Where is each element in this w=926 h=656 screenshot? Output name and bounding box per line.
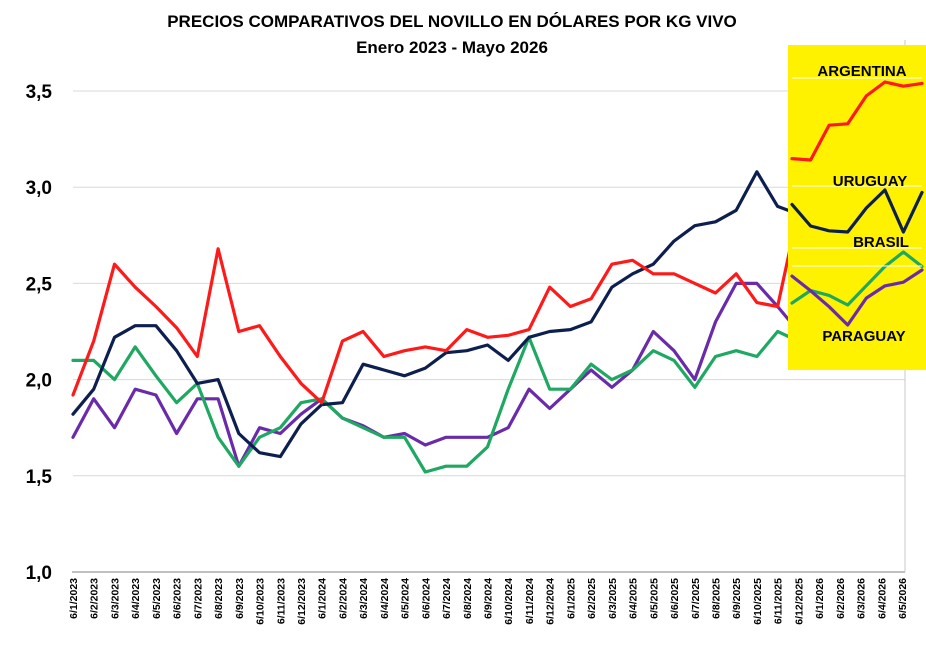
legend-line-brasil: [790, 250, 924, 307]
y-tick-label: 1,0: [26, 563, 52, 584]
legend: ARGENTINA URUGUAY BRASIL PARAGUAY: [788, 45, 926, 370]
x-tick-label: 6/4/2024: [379, 578, 391, 619]
x-tick-label: 6/9/2023: [234, 578, 246, 619]
y-tick-label: 2,5: [26, 274, 53, 295]
x-tick-label: 6/5/2024: [400, 578, 412, 619]
legend-line-paraguay: [790, 268, 924, 327]
legend-line-argentina: [790, 80, 924, 162]
x-tick-label: 6/7/2023: [192, 578, 204, 619]
x-tick-label: 6/9/2025: [731, 578, 743, 619]
x-tick-label: 6/3/2023: [109, 578, 121, 619]
x-tick-label: 6/10/2025: [752, 578, 764, 625]
x-tick-label: 6/5/2025: [648, 578, 660, 619]
x-tick-label: 6/6/2025: [669, 578, 681, 619]
x-axis-ticks: 6/1/2023 6/2/2023 6/3/2023 6/4/2023 6/5/2023…: [68, 578, 909, 625]
x-tick-label: 6/8/2024: [462, 578, 474, 619]
y-tick-label: 3,5: [26, 82, 53, 103]
series-line-paraguay: [71, 272, 904, 468]
x-tick-label: 6/1/2023: [68, 578, 80, 619]
x-tick-label: 6/2/2025: [586, 578, 598, 619]
x-tick-label: 6/2/2026: [835, 578, 847, 619]
x-tick-label: 6/3/2024: [358, 578, 370, 619]
x-tick-label: 6/11/2023: [275, 578, 287, 624]
x-tick-label: 6/2/2023: [89, 578, 101, 619]
series-lines: [71, 89, 904, 474]
legend-line-uruguay: [790, 188, 924, 234]
x-tick-label: 6/9/2024: [483, 578, 495, 619]
legend-label-paraguay: PARAGUAY: [822, 328, 905, 345]
chart-subtitle: Enero 2023 - Mayo 2026: [356, 38, 548, 57]
y-tick-label: 2,0: [26, 371, 52, 392]
x-tick-label: 6/12/2023: [296, 578, 308, 625]
x-tick-label: 6/12/2025: [793, 578, 805, 625]
series-line-uruguay: [71, 147, 904, 459]
x-tick-label: 6/3/2025: [607, 578, 619, 619]
x-tick-label: 6/3/2026: [856, 578, 868, 619]
series-line-brasil: [71, 252, 904, 474]
x-tick-label: 6/2/2024: [337, 578, 349, 619]
x-tick-label: 6/7/2024: [441, 578, 453, 619]
gridlines: [73, 90, 905, 477]
x-tick-label: 6/7/2025: [690, 578, 702, 619]
y-axis-ticks: 1,0 1,5 2,0 2,5 3,0 3,5: [26, 82, 53, 584]
x-tick-label: 6/1/2025: [565, 578, 577, 619]
x-tick-label: 6/5/2026: [897, 578, 909, 619]
x-tick-label: 6/5/2023: [151, 578, 163, 619]
x-tick-label: 6/8/2025: [710, 578, 722, 619]
legend-background: [788, 45, 926, 370]
y-tick-label: 1,5: [26, 467, 53, 488]
x-tick-label: 6/4/2025: [628, 578, 640, 619]
x-tick-label: 6/6/2024: [420, 578, 432, 619]
x-tick-label: 6/4/2023: [130, 578, 142, 619]
chart-title: PRECIOS COMPARATIVOS DEL NOVILLO EN DÓLA…: [167, 12, 737, 31]
x-tick-label: 6/11/2025: [773, 578, 785, 624]
x-tick-label: 6/8/2023: [213, 578, 225, 619]
legend-label-uruguay: URUGUAY: [833, 173, 907, 190]
legend-label-brasil: BRASIL: [853, 234, 909, 251]
x-tick-label: 6/6/2023: [172, 578, 184, 619]
x-tick-label: 6/12/2024: [545, 578, 557, 625]
x-tick-label: 6/1/2026: [814, 578, 826, 619]
x-tick-label: 6/10/2024: [503, 578, 515, 625]
y-tick-label: 3,0: [26, 178, 52, 199]
legend-series-lines: [790, 77, 924, 327]
x-tick-label: 6/4/2026: [876, 578, 888, 619]
x-tick-label: 6/10/2023: [255, 578, 267, 625]
series-line-argentina: [71, 89, 904, 405]
x-tick-label: 6/11/2024: [524, 578, 536, 624]
legend-label-argentina: ARGENTINA: [817, 63, 906, 80]
x-tick-label: 6/1/2024: [317, 578, 329, 619]
